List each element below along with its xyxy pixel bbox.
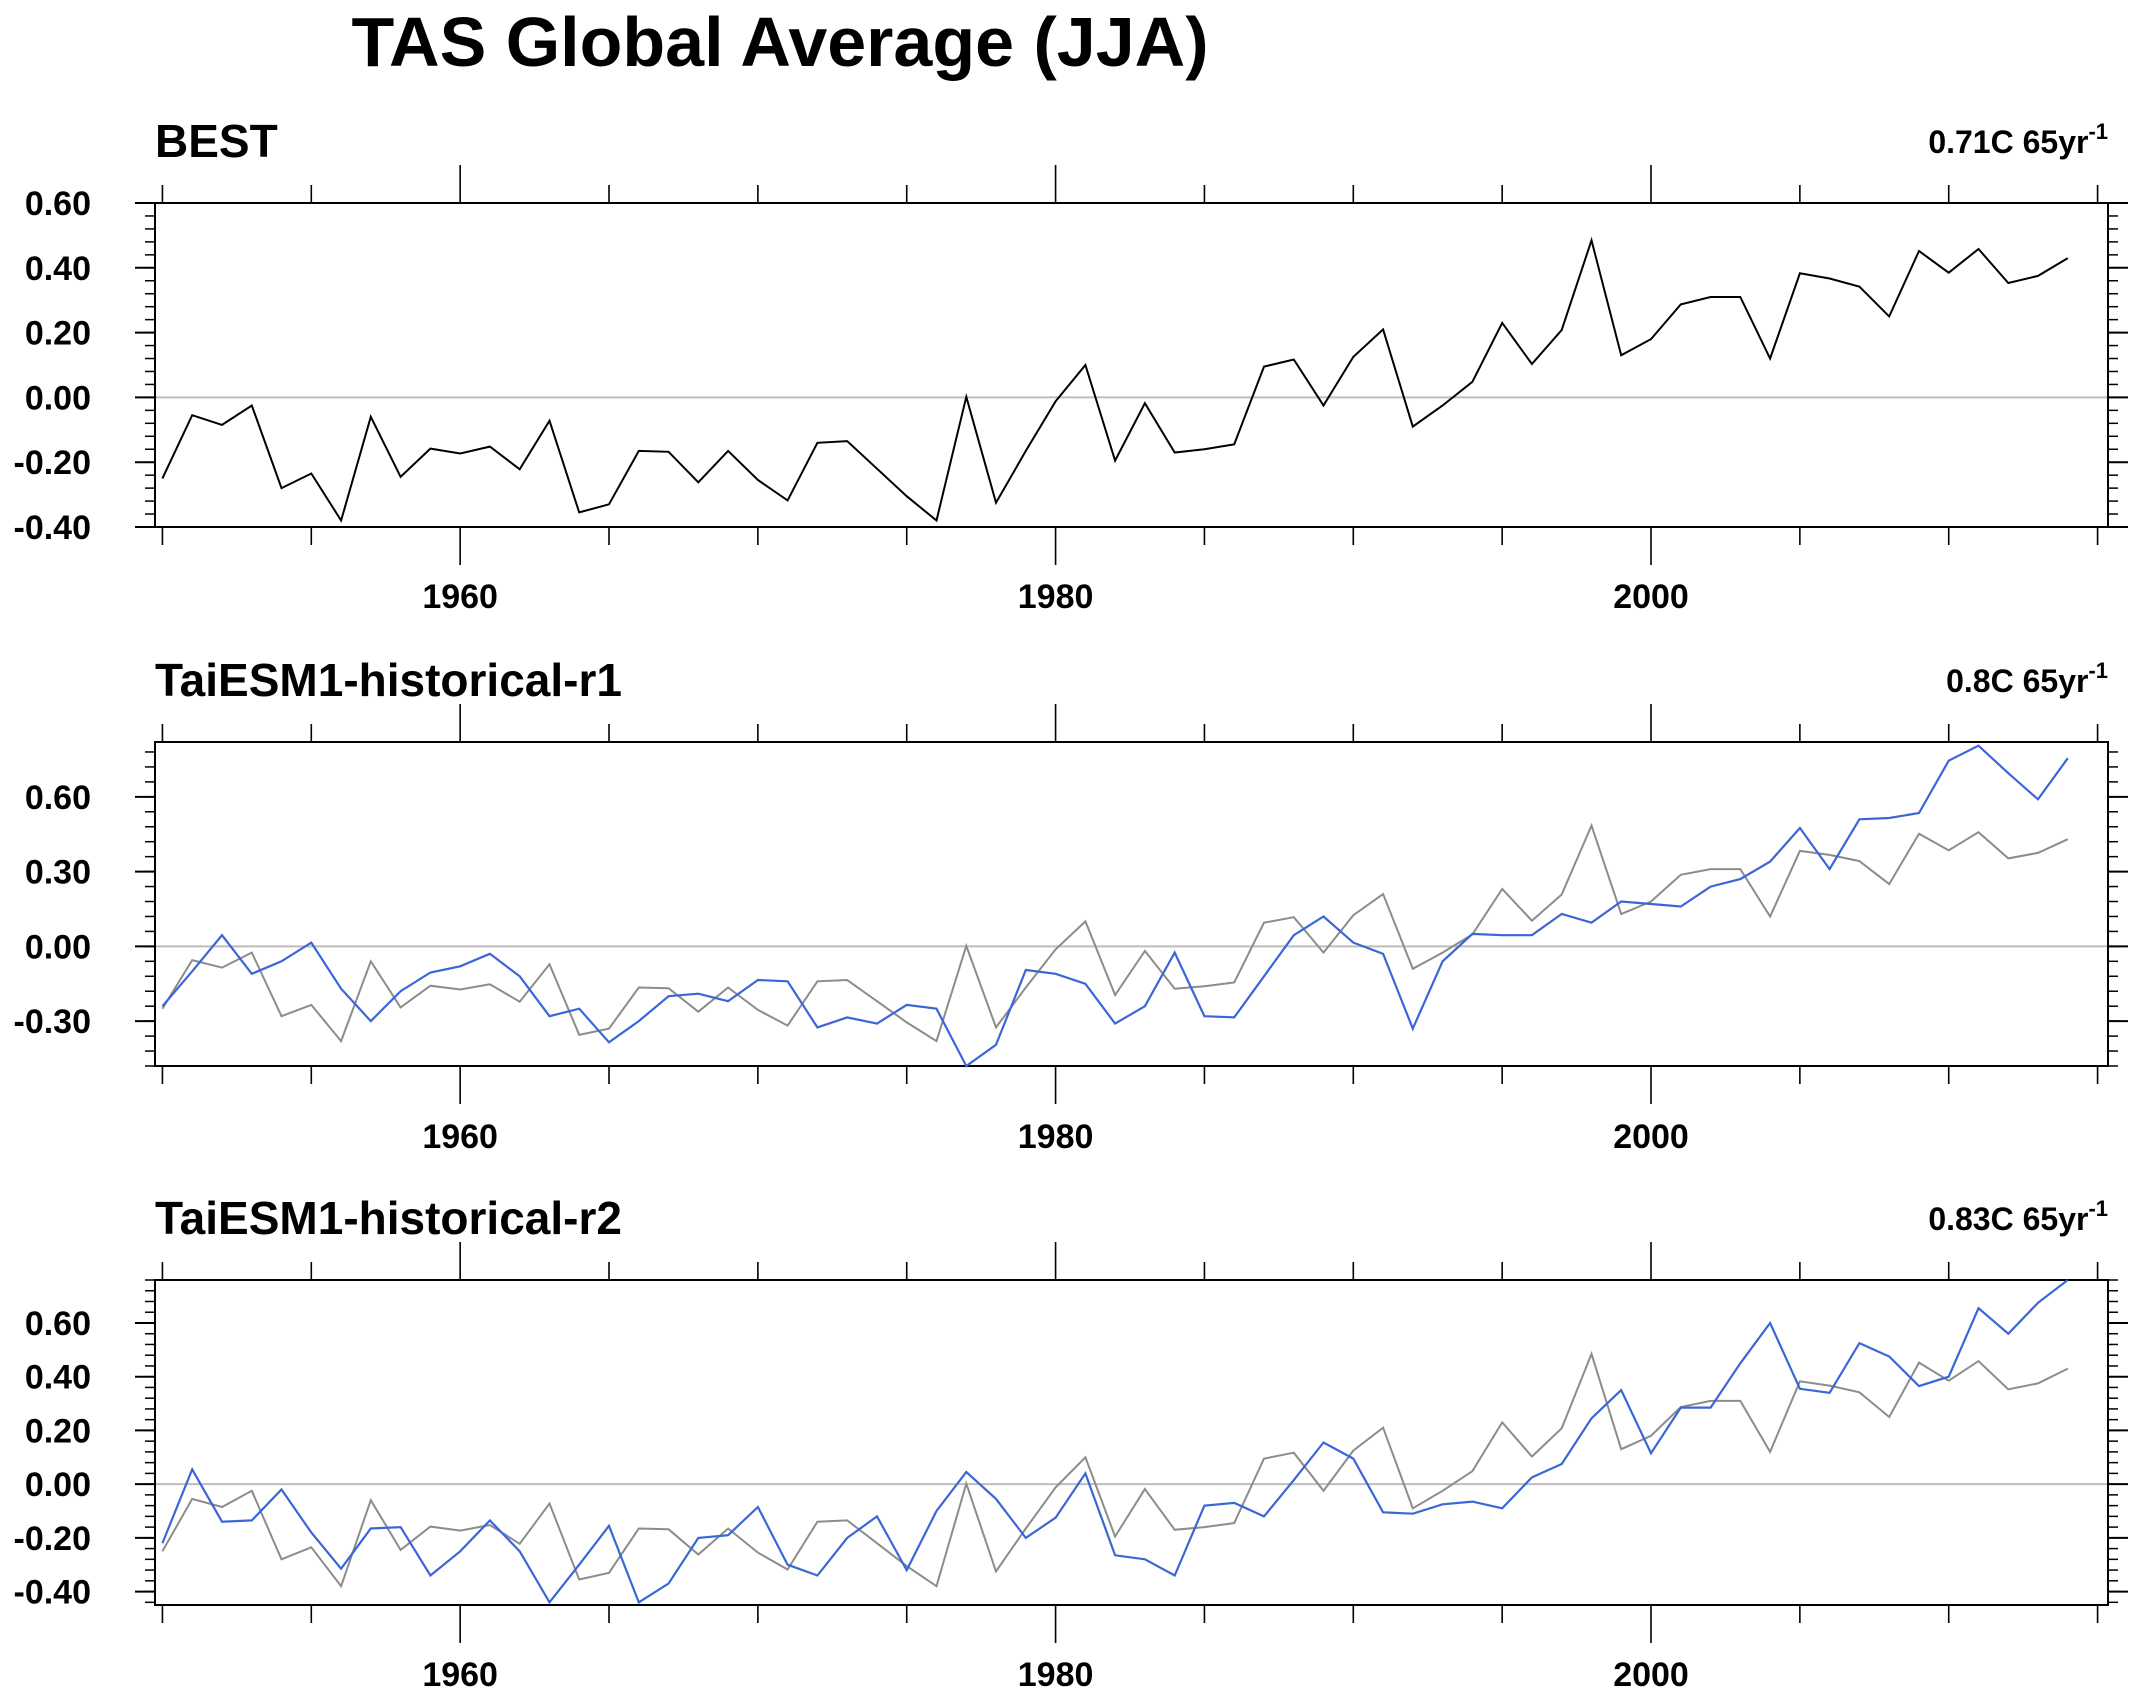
y-tick-label: -0.30 <box>14 1003 92 1041</box>
x-tick-label: 1980 <box>1018 578 1094 616</box>
y-tick-label: -0.40 <box>14 1574 92 1612</box>
y-tick-label: 0.40 <box>25 250 91 288</box>
series-line-observed_ref <box>161 822 2069 1044</box>
series-line-observed_ref <box>161 1350 2069 1589</box>
figure-title: TAS Global Average (JJA) <box>351 3 1209 81</box>
x-tick-label: 1980 <box>1018 1118 1094 1156</box>
plot-frame <box>154 202 2109 528</box>
y-tick-label: -0.20 <box>14 444 92 482</box>
panel-title: TaiESM1-historical-r2 <box>155 1192 622 1244</box>
panel-1: BEST 0.71C 65yr-1 0.60 0.40 0.20 0.00 -0.20 -0.… <box>14 115 2128 616</box>
y-tick-label: 0.60 <box>25 1305 91 1343</box>
panel-2: TaiESM1-historical-r1 0.8C 65yr-1 0.60 0.30… <box>14 654 2128 1156</box>
panel-title: BEST <box>155 115 278 167</box>
y-tick-label: 0.60 <box>25 185 91 223</box>
panel-3: TaiESM1-historical-r2 0.83C 65yr-1 0.60 0.4… <box>14 1192 2128 1694</box>
series-line-observed <box>161 236 2069 523</box>
y-tick-label: 0.00 <box>25 379 91 417</box>
x-tick-label: 1960 <box>422 578 498 616</box>
panel-title: TaiESM1-historical-r1 <box>155 654 622 706</box>
y-tick-label: 0.60 <box>25 779 91 817</box>
y-tick-label: 0.20 <box>25 1412 91 1450</box>
trend-label: 0.83C 65yr-1 <box>1928 1196 2108 1237</box>
x-tick-label: 1980 <box>1018 1656 1094 1694</box>
y-tick-label: 0.30 <box>25 854 91 892</box>
x-tick-label: 2000 <box>1613 1118 1689 1156</box>
y-tick-label: -0.20 <box>14 1520 92 1558</box>
y-tick-label: 0.00 <box>25 1466 91 1504</box>
trend-label: 0.8C 65yr-1 <box>1946 658 2108 699</box>
y-tick-label: 0.00 <box>25 928 91 966</box>
plot-frame <box>154 1279 2109 1606</box>
x-tick-label: 1960 <box>422 1118 498 1156</box>
x-tick-label: 1960 <box>422 1656 498 1694</box>
y-tick-label: 0.40 <box>25 1359 91 1397</box>
x-tick-label: 2000 <box>1613 1656 1689 1694</box>
series-line-model <box>161 744 2069 1068</box>
x-tick-label: 2000 <box>1613 578 1689 616</box>
y-tick-label: -0.40 <box>14 509 92 547</box>
plot-frame <box>154 741 2109 1067</box>
series-line-model <box>161 1279 2069 1605</box>
y-tick-label: 0.20 <box>25 315 91 353</box>
trend-label: 0.71C 65yr-1 <box>1928 119 2108 160</box>
